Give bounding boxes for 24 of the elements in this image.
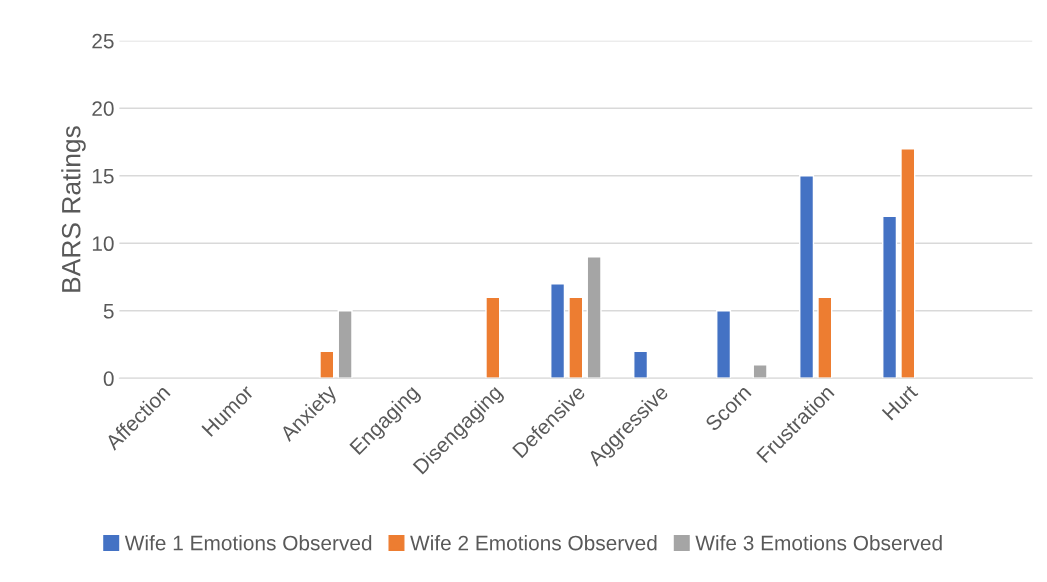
- bar: [882, 215, 898, 379]
- bar: [900, 148, 916, 379]
- bar: [817, 296, 833, 379]
- legend-label: Wife 3 Emotions Observed: [695, 535, 942, 551]
- y-tick-label: 5: [103, 304, 114, 319]
- y-axis-title: BARS Ratings: [61, 126, 86, 292]
- legend-label: Wife 1 Emotions Observed: [124, 535, 372, 551]
- y-tick-label: 0: [103, 371, 114, 387]
- bar: [586, 256, 602, 379]
- bar: [799, 175, 815, 379]
- bar: [568, 296, 584, 379]
- x-tick-label: Hurt: [881, 383, 919, 421]
- bar: [716, 310, 732, 379]
- y-tick-label: 10: [92, 236, 114, 252]
- bar: [550, 283, 566, 379]
- bar: [752, 364, 768, 379]
- bar: [485, 296, 501, 379]
- bar: [319, 350, 335, 379]
- y-tick-label: 25: [92, 33, 114, 49]
- y-tick-label: 20: [92, 101, 114, 117]
- legend-label: Wife 2 Emotions Observed: [410, 535, 657, 551]
- y-tick-label: 15: [92, 168, 114, 184]
- bar: [337, 310, 353, 379]
- bar: [633, 350, 649, 379]
